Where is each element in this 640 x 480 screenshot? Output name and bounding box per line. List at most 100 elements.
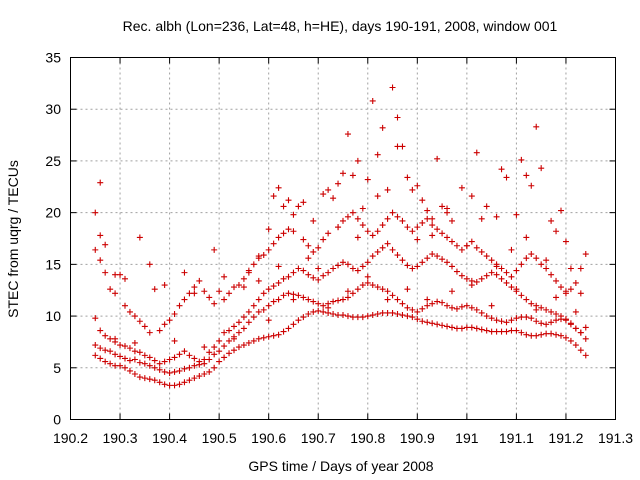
data-point	[97, 327, 104, 334]
data-point	[344, 294, 351, 301]
data-point	[414, 316, 421, 323]
data-point	[181, 379, 188, 386]
data-point	[449, 217, 455, 224]
data-point	[270, 193, 277, 200]
data-point	[439, 299, 446, 306]
data-point	[255, 277, 262, 284]
data-point	[409, 186, 416, 193]
data-point	[146, 354, 153, 361]
data-point	[498, 265, 505, 272]
data-point	[166, 317, 173, 324]
data-point	[523, 234, 530, 241]
data-point	[97, 179, 104, 186]
data-point	[126, 357, 133, 364]
data-point	[340, 259, 346, 266]
data-point	[146, 376, 153, 383]
data-point	[235, 344, 242, 351]
data-point	[463, 275, 470, 282]
data-point	[503, 328, 510, 335]
data-point	[226, 350, 233, 357]
data-point	[354, 234, 361, 241]
series-group	[92, 209, 589, 336]
data-point	[374, 248, 381, 255]
data-point	[226, 290, 233, 297]
data-point	[359, 314, 366, 321]
x-tick-label: 190.4	[152, 430, 187, 446]
data-point	[310, 298, 317, 305]
series-group	[92, 279, 589, 376]
data-point	[369, 312, 376, 319]
data-point	[503, 279, 510, 286]
data-point	[240, 342, 247, 349]
data-point	[394, 252, 401, 259]
data-point	[518, 261, 525, 268]
data-point	[404, 174, 411, 181]
data-point	[558, 313, 564, 320]
data-point	[458, 184, 465, 191]
data-point	[473, 278, 480, 285]
data-point	[424, 255, 431, 262]
data-point	[250, 302, 257, 309]
data-point	[379, 244, 386, 251]
data-point	[389, 292, 396, 299]
data-point	[379, 222, 386, 229]
data-point	[107, 348, 114, 355]
data-point	[394, 311, 401, 318]
data-point	[330, 195, 337, 202]
data-point	[508, 317, 515, 324]
x-tick-label: 190.3	[103, 430, 138, 446]
x-tick-label: 190.7	[301, 430, 336, 446]
data-point	[503, 319, 510, 326]
data-point	[295, 265, 302, 272]
data-point	[122, 343, 128, 350]
data-point	[156, 327, 163, 334]
data-point	[92, 352, 99, 359]
data-point	[493, 213, 500, 220]
data-point	[429, 222, 436, 229]
data-point	[478, 309, 485, 316]
data-point	[340, 296, 346, 303]
data-point	[216, 288, 223, 295]
data-point	[508, 284, 515, 291]
data-point	[414, 224, 421, 231]
data-point	[354, 267, 361, 274]
data-point	[310, 217, 317, 224]
y-tick-label: 35	[45, 50, 61, 66]
data-point	[424, 207, 431, 214]
data-point	[290, 269, 297, 276]
data-point	[161, 321, 168, 328]
data-point	[349, 290, 356, 297]
data-point	[186, 364, 193, 371]
data-point	[562, 316, 569, 323]
data-point	[131, 339, 138, 346]
data-point	[255, 335, 262, 342]
y-tick-label: 5	[53, 360, 61, 376]
data-point	[458, 272, 465, 279]
y-axis-title: STEC from uqrg / TECUs	[5, 160, 21, 318]
data-point	[221, 343, 228, 350]
data-point	[240, 314, 247, 321]
data-point	[359, 282, 366, 289]
data-point	[364, 176, 371, 183]
data-point	[335, 262, 342, 269]
data-point	[340, 217, 346, 224]
data-point	[216, 348, 223, 355]
data-point	[117, 342, 124, 349]
data-point	[429, 232, 436, 239]
data-point	[548, 319, 555, 326]
data-point	[240, 275, 247, 282]
data-point	[320, 308, 327, 315]
data-point	[354, 157, 361, 164]
data-point	[285, 290, 292, 297]
data-point	[543, 306, 550, 313]
data-point	[305, 271, 312, 278]
data-point	[483, 253, 490, 260]
data-point	[126, 345, 133, 352]
data-point	[419, 197, 426, 204]
data-point	[196, 373, 203, 380]
data-point	[493, 263, 500, 270]
data-point	[414, 236, 421, 243]
data-point	[117, 362, 124, 369]
data-point	[245, 339, 252, 346]
data-point	[305, 242, 312, 249]
